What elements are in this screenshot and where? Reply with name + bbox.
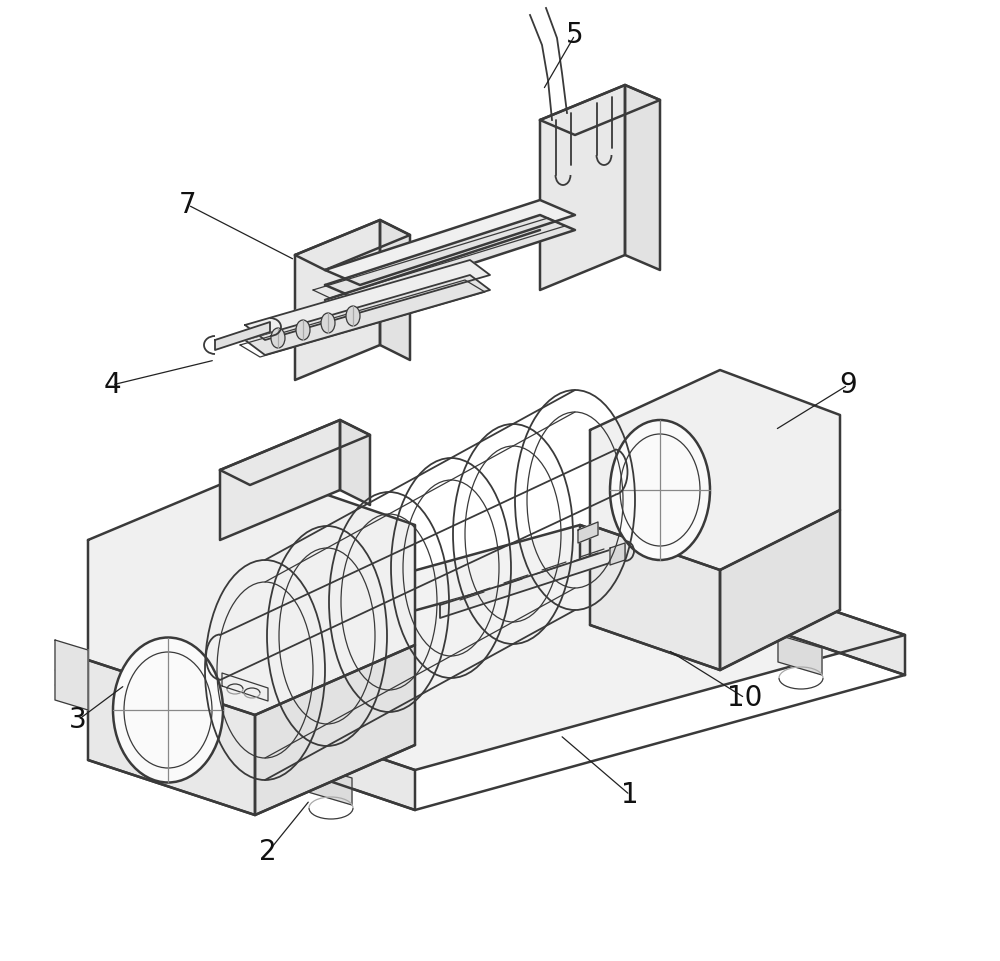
Polygon shape [295, 220, 380, 380]
Polygon shape [222, 673, 268, 701]
Text: 2: 2 [259, 838, 277, 866]
Polygon shape [580, 525, 905, 675]
Text: 9: 9 [839, 371, 857, 399]
Polygon shape [220, 420, 340, 540]
Polygon shape [540, 85, 625, 290]
Ellipse shape [113, 637, 223, 782]
Ellipse shape [346, 306, 360, 326]
Polygon shape [380, 220, 410, 360]
Text: 5: 5 [566, 21, 584, 49]
Polygon shape [590, 370, 840, 570]
Polygon shape [340, 420, 370, 505]
Ellipse shape [321, 313, 335, 333]
Polygon shape [325, 200, 575, 285]
Text: 1: 1 [621, 781, 639, 809]
Polygon shape [185, 660, 265, 698]
Polygon shape [90, 525, 905, 770]
Text: 3: 3 [69, 706, 87, 734]
Ellipse shape [296, 320, 310, 340]
Ellipse shape [610, 420, 710, 560]
Polygon shape [440, 545, 625, 618]
Polygon shape [55, 640, 88, 710]
Polygon shape [295, 220, 410, 270]
Polygon shape [720, 510, 840, 670]
Polygon shape [88, 660, 255, 815]
Polygon shape [215, 322, 270, 350]
Polygon shape [578, 522, 598, 543]
Polygon shape [590, 525, 720, 670]
Polygon shape [220, 420, 370, 485]
Polygon shape [245, 275, 490, 355]
Polygon shape [625, 85, 660, 270]
Polygon shape [245, 260, 490, 340]
Polygon shape [90, 660, 415, 810]
Polygon shape [88, 470, 415, 715]
Polygon shape [610, 543, 625, 565]
Text: 10: 10 [727, 684, 763, 712]
Polygon shape [133, 695, 177, 735]
Ellipse shape [271, 328, 285, 348]
Polygon shape [325, 215, 575, 300]
Text: 7: 7 [179, 191, 197, 219]
Polygon shape [540, 85, 660, 135]
Polygon shape [308, 765, 352, 805]
Polygon shape [778, 635, 822, 675]
Text: 4: 4 [103, 371, 121, 399]
Polygon shape [255, 645, 415, 815]
